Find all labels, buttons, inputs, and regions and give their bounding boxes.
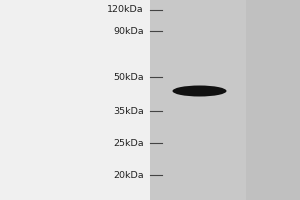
Text: 20kDa: 20kDa xyxy=(113,170,144,180)
Text: 35kDa: 35kDa xyxy=(113,107,144,116)
Bar xyxy=(246,0,300,200)
Text: 50kDa: 50kDa xyxy=(113,72,144,82)
Bar xyxy=(0,0,150,200)
Text: 90kDa: 90kDa xyxy=(113,26,144,36)
Text: 120kDa: 120kDa xyxy=(107,5,144,15)
Text: 25kDa: 25kDa xyxy=(113,138,144,148)
Ellipse shape xyxy=(172,86,226,97)
Bar xyxy=(150,0,246,200)
